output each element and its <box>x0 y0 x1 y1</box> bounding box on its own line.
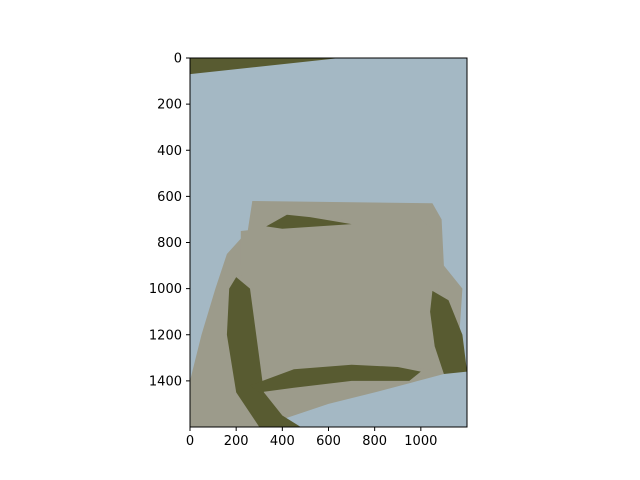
image-region-top-mound <box>266 214 352 229</box>
image-area <box>190 58 467 427</box>
x-tick-label: 800 <box>362 434 387 449</box>
x-axis: 0 200 400 600 800 1000 <box>186 427 437 449</box>
image-region-top-left-dark <box>190 58 340 75</box>
y-tick-label: 200 <box>157 98 182 113</box>
image-region-bottom-shadow <box>250 364 421 393</box>
x-tick-label: 0 <box>186 434 194 449</box>
x-tick-label: 600 <box>316 434 341 449</box>
image-region-left-flap <box>226 277 301 427</box>
y-tick-label: 1200 <box>149 328 182 343</box>
image-region-cloth-front <box>240 219 442 381</box>
y-tick-label: 400 <box>157 144 182 159</box>
x-tick-label: 1000 <box>404 434 437 449</box>
image-region-bottom-right-sky <box>370 376 467 427</box>
y-tick-label: 600 <box>157 190 182 205</box>
image-region-right-flap <box>430 290 467 374</box>
y-axis: 0 200 400 600 800 1000 1200 1400 <box>149 52 190 389</box>
y-tick-label: 800 <box>157 236 182 251</box>
y-tick-label: 1400 <box>149 374 182 389</box>
y-tick-label: 0 <box>174 52 182 67</box>
y-tick-label: 1000 <box>149 282 182 297</box>
x-tick-label: 400 <box>270 434 295 449</box>
x-tick-label: 200 <box>224 434 249 449</box>
